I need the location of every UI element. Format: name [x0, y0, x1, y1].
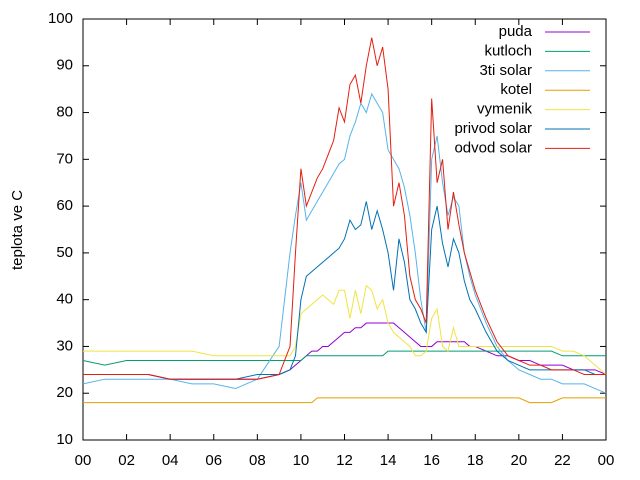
y-tick-label: 30 [56, 337, 73, 354]
series-line [83, 37, 606, 380]
x-tick-label: 20 [510, 452, 527, 469]
x-tick-label: 04 [162, 452, 179, 469]
y-tick-label: 10 [56, 431, 73, 448]
legend-label: odvod solar [454, 139, 532, 156]
y-axis-label: teplota ve C [9, 190, 26, 270]
x-tick-label: 00 [75, 452, 92, 469]
y-tick-label: 40 [56, 291, 73, 308]
y-tick-label: 50 [56, 244, 73, 261]
series-line [82, 92, 607, 394]
y-tick-label: 70 [56, 150, 73, 167]
legend-label: puda [499, 23, 533, 40]
legend-label: vymenik [477, 101, 533, 118]
x-tick-label: 18 [467, 452, 484, 469]
y-tick-label: 20 [56, 384, 73, 401]
y-tick-label: 100 [48, 10, 73, 27]
legend-label: 3ti solar [479, 62, 532, 79]
series-line [83, 201, 606, 380]
legend-label: kutloch [484, 42, 532, 59]
series-line [82, 350, 606, 366]
x-tick-label: 08 [249, 452, 266, 469]
series-line [83, 284, 607, 375]
x-tick-label: 14 [380, 452, 397, 469]
legend-label: privod solar [454, 120, 532, 137]
x-tick-label: 22 [554, 452, 571, 469]
series-line [83, 397, 606, 404]
x-tick-label: 16 [423, 452, 440, 469]
y-tick-label: 60 [56, 197, 73, 214]
y-tick-label: 80 [56, 104, 73, 121]
x-tick-label: 00 [598, 452, 615, 469]
legend-label: kotel [500, 81, 532, 98]
x-tick-label: 12 [336, 452, 353, 469]
y-tick-label: 90 [56, 57, 73, 74]
x-tick-label: 06 [205, 452, 222, 469]
x-tick-label: 02 [118, 452, 135, 469]
x-tick-label: 10 [293, 452, 310, 469]
